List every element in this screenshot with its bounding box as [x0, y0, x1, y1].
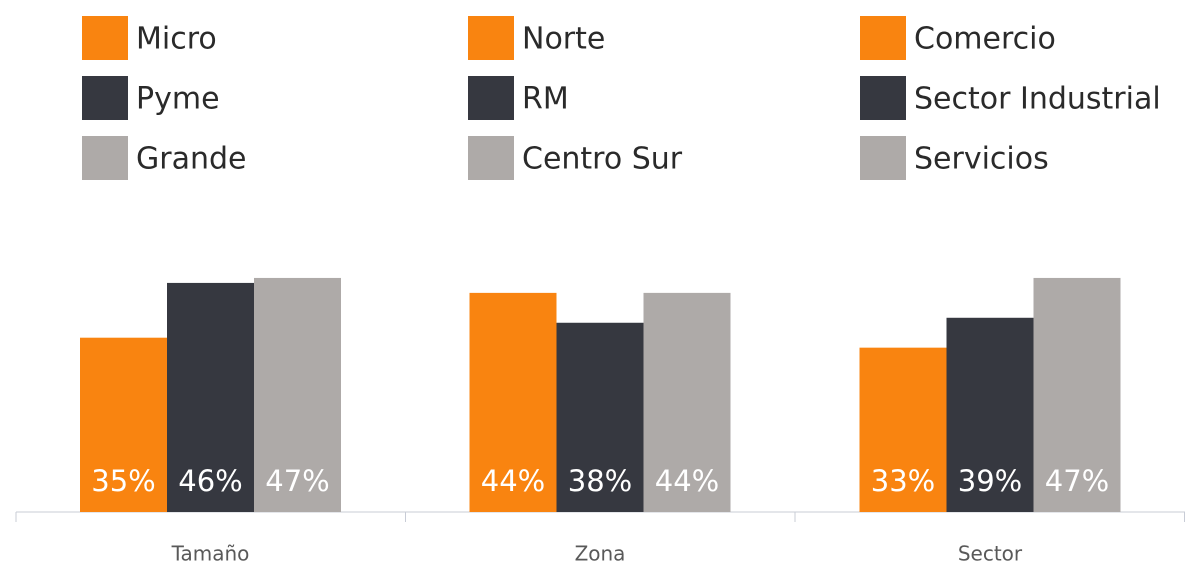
bar: [1033, 277, 1121, 512]
legend-label: RM: [522, 82, 569, 117]
value-label: 39%: [958, 464, 1022, 498]
legend-swatch: [860, 16, 906, 60]
value-label: 47%: [265, 464, 329, 498]
bar: [80, 337, 167, 512]
value-label: 33%: [871, 464, 935, 498]
legend-swatch: [468, 76, 514, 120]
legend-label: Grande: [136, 142, 246, 177]
legend-label: Micro: [136, 22, 217, 57]
bar: [643, 292, 731, 512]
bar: [859, 347, 947, 512]
x-tick-label: Sector: [958, 542, 1023, 565]
legend-label: Servicios: [914, 142, 1049, 177]
legend-swatch: [82, 136, 128, 180]
legend-swatch: [860, 136, 906, 180]
legend-swatch: [860, 76, 906, 120]
legend-label: Centro Sur: [522, 142, 683, 177]
legend-swatch: [468, 16, 514, 60]
bar: [556, 322, 644, 512]
value-label: 44%: [481, 464, 545, 498]
bar: [254, 277, 341, 512]
bar: [167, 282, 254, 512]
legend-label: Pyme: [136, 82, 220, 117]
legend-swatch: [468, 136, 514, 180]
bar: [946, 317, 1034, 512]
bar: [469, 292, 557, 512]
legend-label: Comercio: [914, 22, 1056, 57]
x-tick-label: Zona: [575, 542, 626, 565]
value-label: 38%: [568, 464, 632, 498]
legend-swatch: [82, 16, 128, 60]
axis: [15, 511, 1185, 522]
legend-swatch: [82, 76, 128, 120]
value-label: 44%: [655, 464, 719, 498]
value-label: 35%: [91, 464, 155, 498]
legend-label: Sector Industrial: [914, 82, 1161, 117]
value-label: 46%: [178, 464, 242, 498]
legend-label: Norte: [522, 22, 605, 57]
value-label: 47%: [1045, 464, 1109, 498]
x-tick-label: Tamaño: [171, 542, 250, 565]
